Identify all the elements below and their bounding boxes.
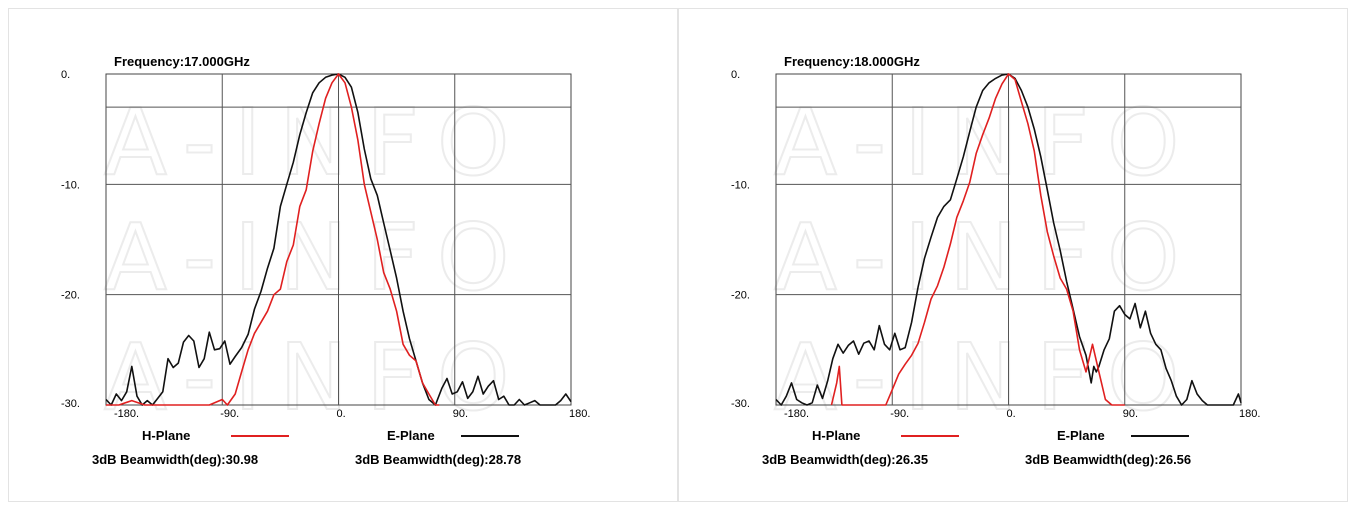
x-tick-label: 0. [337, 408, 346, 420]
chart-panel-18ghz: A-INFO A-INFO A-INFO Frequency:18.000GHz 0. -… [678, 8, 1348, 502]
x-tick-label: -180. [114, 408, 139, 420]
legend-label-h-plane: H-Plane [142, 428, 190, 443]
beamwidth-label-h-plane: 3dB Beamwidth(deg):30.98 [92, 452, 258, 467]
x-tick-label: 90. [1123, 408, 1138, 420]
x-tick-label: 180. [569, 408, 590, 420]
series-line-h-plane [106, 73, 440, 406]
x-tick-label: 0. [1007, 408, 1016, 420]
series-line-e-plane [775, 73, 1242, 406]
y-tick-label: -30. [61, 398, 80, 410]
x-tick-label: -90. [220, 408, 239, 420]
legend-label-h-plane: H-Plane [812, 428, 860, 443]
y-tick-label: -20. [731, 290, 750, 302]
watermark-text-1: A-INFO [774, 204, 1197, 311]
x-tick-label: 90. [453, 408, 468, 420]
chart-title: Frequency:17.000GHz [114, 54, 250, 69]
y-tick-label: -10. [731, 179, 750, 191]
y-tick-label: 0. [731, 69, 740, 81]
y-tick-label: -30. [731, 398, 750, 410]
y-tick-label: -20. [61, 290, 80, 302]
x-tick-label: -90. [890, 408, 909, 420]
series-line-h-plane [830, 73, 1125, 406]
chart-panel-17ghz: A-INFO A-INFO A-INFO Frequency:17.000GHz 0. -… [8, 8, 678, 502]
x-tick-label: 180. [1239, 408, 1260, 420]
watermark-text-2: A-INFO [774, 324, 1197, 431]
radiation-pattern-chart: A-INFOA-INFOA-INFOFrequency:17.000GHz0.-… [61, 54, 590, 467]
watermark-text-1: A-INFO [104, 204, 527, 311]
legend-label-e-plane: E-Plane [387, 428, 435, 443]
watermark-text-0: A-INFO [104, 89, 527, 196]
chart-title: Frequency:18.000GHz [784, 54, 920, 69]
beamwidth-label-e-plane: 3dB Beamwidth(deg):26.56 [1025, 452, 1191, 467]
beamwidth-label-e-plane: 3dB Beamwidth(deg):28.78 [355, 452, 521, 467]
beamwidth-label-h-plane: 3dB Beamwidth(deg):26.35 [762, 452, 928, 467]
x-tick-label: -180. [784, 408, 809, 420]
y-tick-label: -10. [61, 179, 80, 191]
watermark-text-0: A-INFO [774, 89, 1197, 196]
radiation-pattern-chart: A-INFOA-INFOA-INFOFrequency:18.000GHz0.-… [731, 54, 1260, 467]
legend-label-e-plane: E-Plane [1057, 428, 1105, 443]
watermark-text-2: A-INFO [104, 324, 527, 431]
y-tick-label: 0. [61, 69, 70, 81]
